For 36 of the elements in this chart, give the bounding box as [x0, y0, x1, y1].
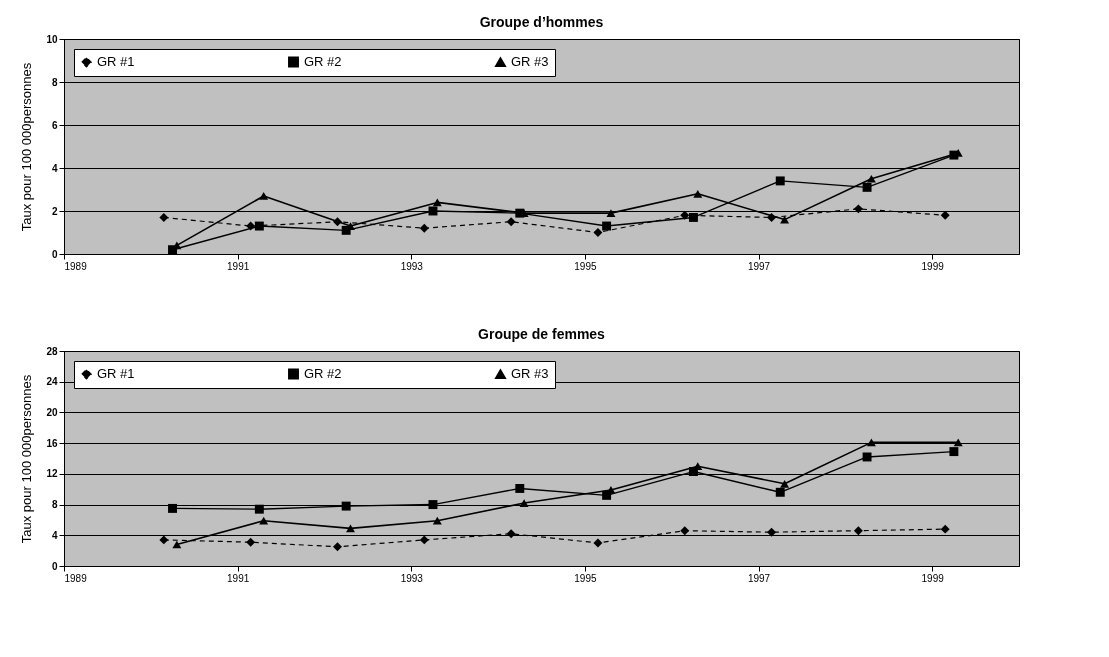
x-tick-label: 1997 [747, 260, 771, 272]
y-tick-label: 16 [46, 437, 58, 449]
x-tick-label: 1991 [227, 572, 250, 584]
x-tick-label: 1999 [921, 260, 945, 272]
chart-title: Groupe d’hommes [479, 14, 604, 30]
y-axis-title: Taux pour 100 000personnes [19, 374, 35, 544]
x-tick-label: 1999 [921, 572, 945, 584]
y-tick-label: 0 [51, 560, 58, 572]
y-tick-label: 10 [46, 33, 58, 45]
y-tick-label: 8 [51, 499, 58, 511]
legend-label: GR #2 [304, 53, 342, 69]
y-tick-label: 24 [46, 376, 58, 388]
x-tick-label: 1991 [227, 260, 250, 272]
legend-label: GR #3 [511, 54, 549, 70]
legend-label: GR #1 [97, 366, 135, 382]
x-tick-label: 1993 [400, 260, 424, 272]
x-tick-label: 1989 [64, 572, 88, 584]
x-tick-label: 1997 [747, 572, 771, 584]
y-tick-label: 2 [51, 205, 58, 217]
y-tick-label: 28 [46, 345, 58, 357]
x-tick-label: 1995 [574, 572, 597, 584]
y-tick-label: 4 [51, 162, 58, 174]
y-tick-label: 8 [51, 76, 58, 88]
y-tick-label: 12 [46, 468, 58, 480]
x-tick-label: 1995 [574, 260, 597, 272]
chart-title: Groupe de femmes [478, 326, 606, 342]
x-tick-label: 1989 [64, 260, 88, 272]
x-tick-label: 1993 [400, 572, 424, 584]
y-tick-label: 0 [51, 248, 58, 260]
legend-label: GR #3 [511, 366, 549, 382]
y-tick-label: 4 [51, 529, 58, 541]
y-tick-label: 20 [46, 406, 58, 418]
legend-label: GR #2 [304, 365, 342, 381]
y-axis-title: Taux pour 100 000personnes [19, 62, 35, 232]
y-tick-label: 6 [51, 119, 58, 131]
legend-label: GR #1 [97, 54, 135, 70]
